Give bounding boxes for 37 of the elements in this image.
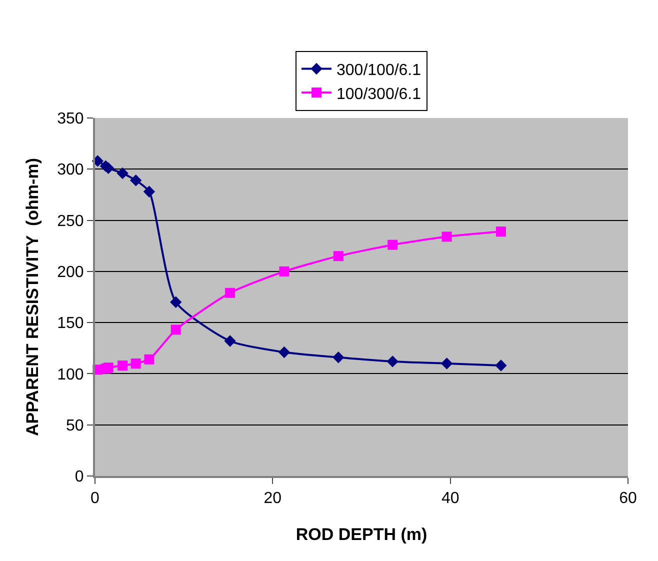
- point: [103, 362, 114, 373]
- y-tick-label: 300: [57, 162, 84, 179]
- point: [332, 352, 344, 364]
- point: [130, 174, 142, 186]
- point: [386, 356, 398, 368]
- point: [278, 346, 290, 358]
- point: [442, 232, 452, 242]
- legend-label: 300/100/6.1: [336, 62, 422, 79]
- point: [440, 358, 453, 370]
- point: [144, 354, 154, 364]
- x-axis-title: ROD DEPTH (m): [296, 525, 428, 544]
- y-tick-label: 250: [57, 212, 84, 230]
- point: [118, 360, 128, 371]
- y-tick-label: 150: [57, 315, 84, 332]
- point: [116, 167, 128, 180]
- y-tick-label: 350: [57, 110, 84, 128]
- legend-label: 100/300/6.1: [336, 86, 422, 103]
- point: [388, 240, 398, 250]
- y-tick-label: 200: [57, 264, 84, 282]
- point: [224, 335, 236, 347]
- y-tick-label: 100: [57, 366, 84, 384]
- point: [225, 288, 236, 298]
- point: [170, 324, 181, 335]
- point: [279, 266, 290, 276]
- x-tick-label: 0: [90, 490, 100, 508]
- point: [130, 358, 141, 368]
- point: [496, 226, 506, 237]
- point: [143, 186, 156, 198]
- y-tick-label: 0: [74, 468, 84, 486]
- point: [170, 296, 182, 308]
- point: [495, 360, 507, 372]
- point: [333, 251, 344, 262]
- y-tick-label: 50: [66, 417, 84, 434]
- y-axis-title: APPARENT RESISTIVITY (ohm-m): [23, 158, 42, 436]
- x-tick-label: 40: [441, 490, 460, 508]
- x-tick-label: 60: [619, 490, 637, 508]
- x-tick-label: 20: [264, 490, 282, 508]
